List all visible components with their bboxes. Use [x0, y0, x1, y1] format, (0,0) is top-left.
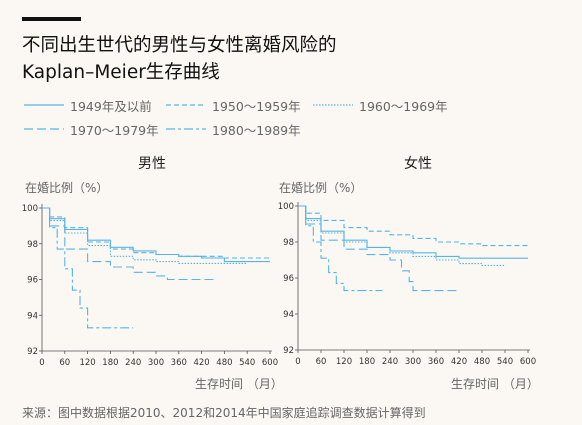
legend-label-3: 1970～1979年	[70, 122, 159, 138]
y-tick-label: 98	[27, 240, 38, 250]
legend-item-0: 1949年及以前	[24, 96, 152, 114]
y-tick-label: 96	[27, 276, 38, 286]
title-accent-bar	[22, 17, 81, 21]
chart-title: 不同出生世代的男性与女性离婚风险的 Kaplan–Meier生存曲线	[22, 32, 337, 86]
legend-item-2: 1960～1969年	[313, 96, 448, 114]
legend: 1949年及以前 1950～1959年 1960～1969年 1970～1979…	[24, 96, 564, 140]
legend-swatch-4	[166, 128, 206, 130]
x-tick-label: 540	[497, 357, 513, 367]
x-axis-label-female: 生存时间 （月）	[451, 377, 539, 391]
series-line-female-2	[298, 205, 505, 266]
panel-title-male: 男性	[138, 156, 166, 172]
y-tick-label: 94	[283, 310, 294, 320]
x-tick-label: 60	[59, 358, 70, 368]
source-note: 来源：图中数据根据2010、2012和2014年中国家庭追踪调查数据计算得到	[22, 406, 426, 420]
series-line-male-0	[42, 207, 270, 263]
title-line-2: Kaplan–Meier生存曲线	[22, 62, 220, 83]
series-line-male-1	[42, 207, 270, 259]
panel-title-female: 女性	[404, 156, 432, 172]
x-tick-label: 180	[359, 357, 375, 367]
x-tick-label: 120	[79, 358, 95, 368]
x-tick-label: 360	[428, 357, 444, 367]
y-axis-label-male: 在婚比例（%）	[25, 181, 109, 195]
x-tick-label: 240	[125, 358, 141, 368]
title-line-1: 不同出生世代的男性与女性离婚风险的	[22, 35, 337, 56]
legend-label-1: 1950～1959年	[212, 98, 301, 114]
legend-item-4: 1980～1989年	[166, 120, 301, 138]
x-axis-label-male: 生存时间 （月）	[195, 377, 283, 391]
x-tick-label: 120	[336, 357, 352, 367]
y-tick-label: 92	[27, 347, 38, 357]
legend-label-4: 1980～1989年	[212, 122, 301, 138]
x-tick-label: 480	[474, 357, 490, 367]
x-tick-label: 300	[148, 358, 164, 368]
x-tick-label: 600	[520, 357, 536, 367]
legend-item-1: 1950～1959年	[166, 96, 301, 114]
y-axis-label-female: 在婚比例（%）	[279, 181, 363, 195]
series-line-male-4	[42, 207, 134, 329]
x-tick-label: 480	[216, 358, 232, 368]
x-tick-label: 420	[193, 358, 209, 368]
series-line-female-1	[298, 205, 528, 247]
series-line-male-2	[42, 207, 248, 264]
x-tick-label: 0	[39, 358, 44, 368]
x-tick-label: 420	[451, 357, 467, 367]
legend-swatch-2	[313, 104, 353, 106]
series-line-female-4	[298, 205, 383, 292]
series-line-female-3	[298, 205, 459, 292]
x-tick-label: 240	[382, 357, 398, 367]
y-tick-label: 94	[27, 311, 38, 321]
x-tick-label: 60	[316, 357, 327, 367]
x-tick-label: 180	[102, 358, 118, 368]
x-tick-label: 0	[295, 357, 300, 367]
legend-swatch-3	[24, 128, 64, 130]
y-tick-label: 100	[22, 204, 38, 214]
legend-item-3: 1970～1979年	[24, 120, 159, 138]
y-tick-label: 98	[283, 238, 294, 248]
x-tick-label: 540	[239, 358, 255, 368]
x-tick-label: 360	[171, 358, 187, 368]
series-line-male-3	[42, 207, 217, 281]
x-tick-label: 300	[405, 357, 421, 367]
y-tick-label: 100	[278, 202, 294, 212]
legend-label-2: 1960～1969年	[359, 98, 448, 114]
series-line-female-0	[298, 205, 528, 259]
x-tick-label: 600	[262, 358, 278, 368]
legend-swatch-1	[166, 104, 206, 106]
y-tick-label: 92	[283, 346, 294, 356]
legend-label-0: 1949年及以前	[70, 98, 152, 114]
y-tick-label: 96	[283, 274, 294, 284]
legend-swatch-0	[24, 104, 64, 106]
